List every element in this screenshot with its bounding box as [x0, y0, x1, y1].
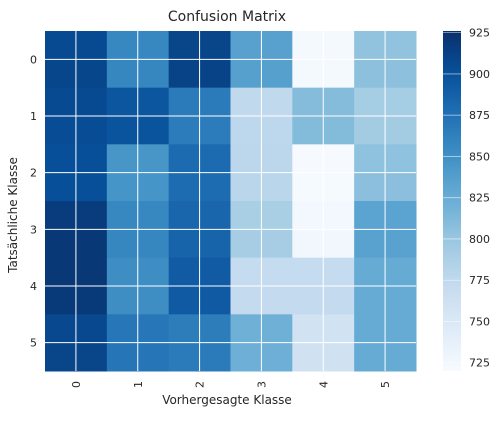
x-tick-label: 3	[255, 381, 268, 388]
y-axis-label: Tatsächliche Klasse	[6, 157, 20, 274]
x-tick-label: 5	[379, 381, 392, 388]
x-tick-label: 1	[132, 381, 145, 388]
x-axis-label: Vorhergesagte Klasse	[162, 393, 292, 407]
colorbar-tick-label: 875	[469, 109, 490, 122]
y-tick-label: 1	[30, 110, 37, 123]
colorbar-tick-label: 925	[469, 27, 490, 40]
colorbar-tick-label: 850	[469, 150, 490, 163]
colorbar-tick-label: 825	[469, 192, 490, 205]
heatmap-cells	[45, 31, 417, 372]
colorbar-tick-label: 725	[469, 357, 490, 370]
colorbar-tick-label: 800	[469, 233, 490, 246]
y-tick-label: 0	[30, 53, 37, 66]
chart-title: Confusion Matrix	[168, 9, 286, 25]
y-tick-labels: 0 1 2 3 4 5	[30, 53, 37, 349]
colorbar-tick-label: 900	[469, 68, 490, 81]
y-tick-label: 3	[30, 223, 37, 236]
x-tick-label: 2	[194, 381, 207, 388]
y-tick-label: 4	[30, 280, 37, 293]
y-tick-label: 2	[30, 167, 37, 180]
colorbar	[443, 31, 461, 371]
heatmap-gridlines	[45, 31, 416, 371]
x-tick-label: 4	[317, 381, 330, 388]
x-tick-label: 0	[70, 381, 83, 388]
y-tick-label: 5	[30, 337, 37, 350]
colorbar-tick-label: 750	[469, 315, 490, 328]
colorbar-tick-label: 775	[469, 274, 490, 287]
colorbar-gridlines	[443, 32, 461, 364]
x-tick-labels: 0 1 2 3 4 5	[70, 381, 392, 388]
colorbar-tick-labels: 725 750 775 800 825 850 875 900 925	[469, 27, 490, 370]
